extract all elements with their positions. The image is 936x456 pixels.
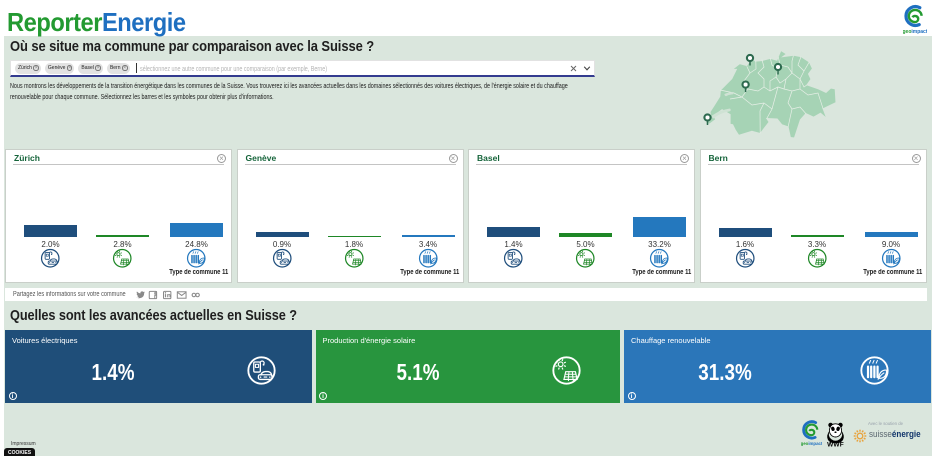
svg-text:geoimpact: geoimpact [903,29,927,34]
svg-text:geoimpact: geoimpact [801,441,822,446]
svg-text:WWF: WWF [827,442,844,448]
